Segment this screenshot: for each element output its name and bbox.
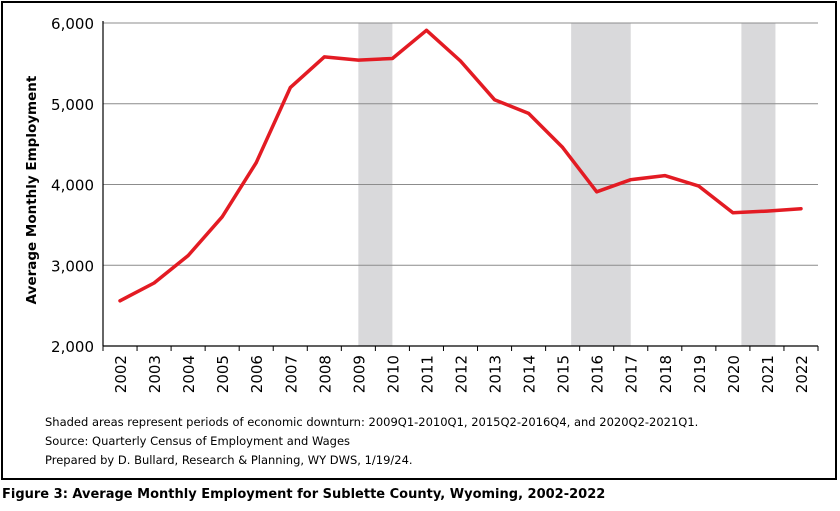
series-line bbox=[118, 28, 803, 303]
note-shaded-areas: Shaded areas represent periods of econom… bbox=[45, 415, 699, 429]
data-point-2015 bbox=[561, 145, 565, 149]
x-tick-label-2019: 2019 bbox=[691, 355, 709, 393]
x-tick-label-2011: 2011 bbox=[418, 355, 436, 393]
x-tick-label-2020: 2020 bbox=[725, 355, 743, 393]
data-point-2006 bbox=[254, 161, 258, 165]
x-tick-labels: 2002 2003 2004 2005 2006 2007 2008 2009 2010 2011… bbox=[112, 355, 811, 393]
x-tick-label-2007: 2007 bbox=[282, 355, 300, 393]
x-tick-label-2018: 2018 bbox=[657, 355, 675, 393]
y-tick-label-5: 6,000 bbox=[51, 15, 94, 33]
data-point-2005 bbox=[220, 215, 224, 219]
x-tick-label-2016: 2016 bbox=[589, 355, 607, 393]
x-tick-label-2008: 2008 bbox=[316, 355, 334, 393]
x-tick-label-2002: 2002 bbox=[112, 355, 130, 393]
data-point-2003 bbox=[152, 281, 156, 285]
x-tick-label-2014: 2014 bbox=[521, 355, 539, 393]
x-tick-label-2010: 2010 bbox=[384, 355, 402, 393]
data-point-2021 bbox=[765, 209, 769, 213]
data-point-2010 bbox=[390, 57, 394, 61]
x-tick-label-2012: 2012 bbox=[453, 355, 471, 393]
x-tick-label-2013: 2013 bbox=[487, 355, 505, 393]
data-point-2002 bbox=[118, 299, 122, 303]
y-tick-label-1: 2,000 bbox=[51, 338, 94, 356]
x-tick-label-2022: 2022 bbox=[793, 355, 811, 393]
data-point-2022 bbox=[799, 207, 803, 211]
y-axis-label: Average Monthly Employment bbox=[24, 75, 40, 304]
x-tick-label-2004: 2004 bbox=[180, 355, 198, 393]
data-point-2007 bbox=[288, 86, 292, 90]
y-tick-label-4: 5,000 bbox=[51, 96, 94, 114]
axes bbox=[102, 21, 819, 351]
data-point-2008 bbox=[322, 55, 326, 59]
data-point-2012 bbox=[459, 59, 462, 63]
x-tick-label-2017: 2017 bbox=[623, 355, 641, 393]
x-tick-label-2009: 2009 bbox=[350, 355, 368, 393]
note-prepared-by: Prepared by D. Bullard, Research & Plann… bbox=[45, 453, 413, 467]
x-tick-label-2015: 2015 bbox=[555, 355, 573, 393]
x-tick-label-2005: 2005 bbox=[214, 355, 232, 393]
data-point-2011 bbox=[424, 28, 428, 32]
data-point-2020 bbox=[731, 211, 735, 215]
data-point-2017 bbox=[629, 178, 633, 182]
figure-caption: Figure 3: Average Monthly Employment for… bbox=[2, 487, 606, 502]
data-point-2018 bbox=[663, 174, 667, 178]
y-tick-labels: 2,000 3,000 4,000 5,000 6,000 bbox=[51, 15, 94, 356]
note-source: Source: Quarterly Census of Employment a… bbox=[45, 434, 351, 448]
employment-line bbox=[118, 28, 803, 303]
data-point-2016 bbox=[595, 190, 599, 194]
data-point-2013 bbox=[493, 98, 497, 102]
figure-frame bbox=[1, 1, 837, 480]
x-tick-label-2003: 2003 bbox=[146, 355, 164, 393]
data-point-2019 bbox=[697, 184, 701, 188]
data-point-2009 bbox=[356, 58, 360, 62]
x-tick-label-2021: 2021 bbox=[759, 355, 777, 393]
y-tick-label-2: 3,000 bbox=[51, 257, 94, 275]
x-tick-label-2006: 2006 bbox=[248, 355, 266, 393]
y-tick-label-3: 4,000 bbox=[51, 177, 94, 195]
data-point-2004 bbox=[186, 254, 190, 258]
data-point-2014 bbox=[527, 111, 531, 115]
